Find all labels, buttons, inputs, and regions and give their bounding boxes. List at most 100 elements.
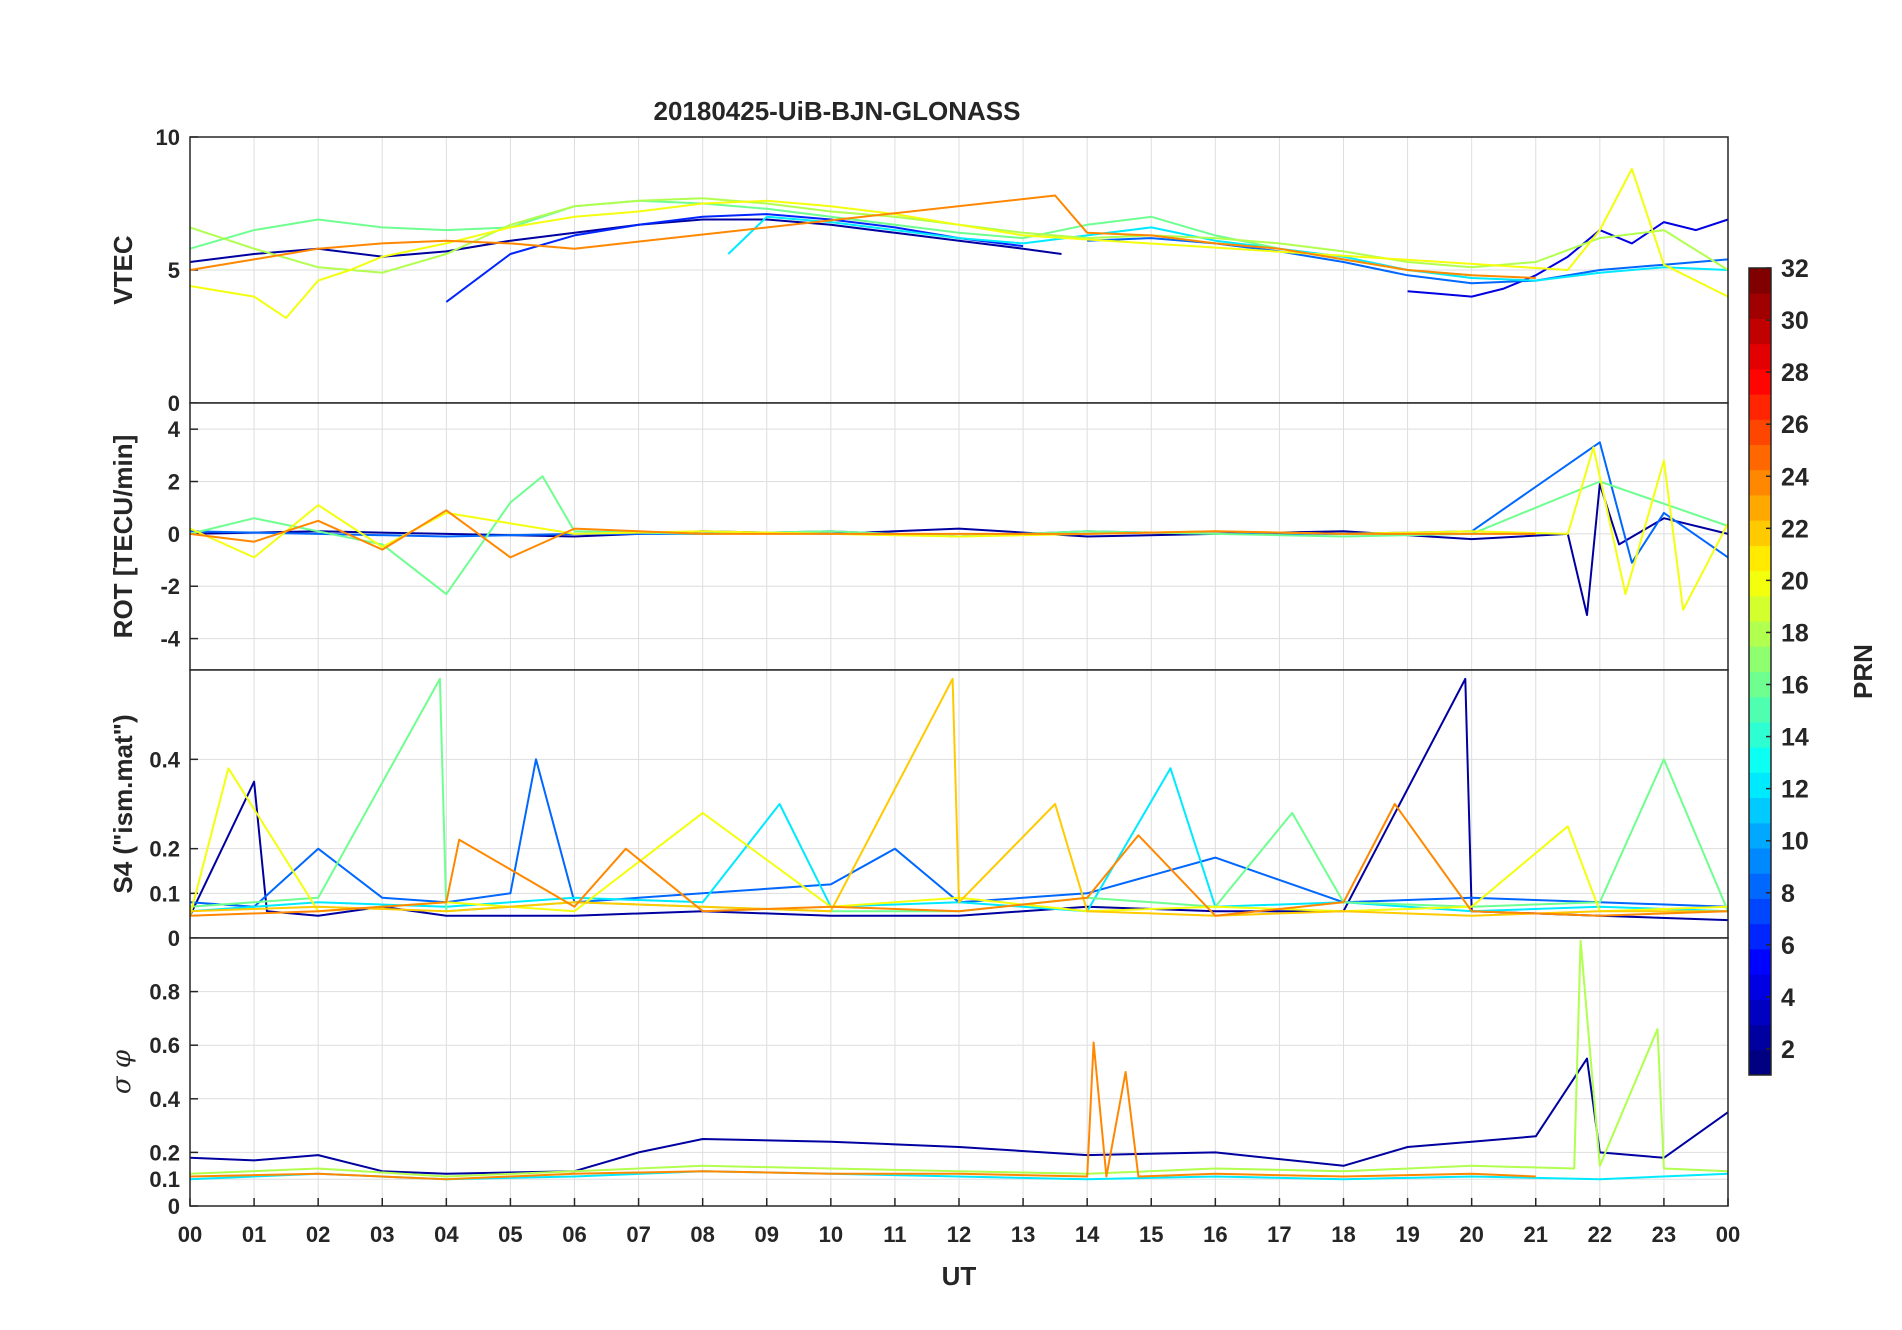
y-tick-label: 2 [168, 470, 180, 495]
colorbar-segment [1749, 621, 1771, 647]
colorbar-tick-label: 18 [1781, 619, 1809, 647]
colorbar-segment [1749, 797, 1771, 824]
colorbar-tick-label: 10 [1781, 828, 1809, 856]
x-tick-label: 02 [306, 1222, 330, 1247]
panel-sigma_phi: 00.10.2 0.4 0.6 0.8 σ φ [107, 937, 1729, 1219]
colorbar-segment [1749, 822, 1771, 849]
y-tick-label: 5 [168, 258, 180, 283]
y-axis-label: ROT [TECU/min] [108, 435, 138, 639]
y-tick-label: 0.2 [149, 1140, 180, 1165]
colorbar-segment [1749, 696, 1771, 723]
series-line-prn-8 [189, 758, 1729, 908]
series-line-prn-24 [189, 509, 1536, 559]
x-tick-label: 21 [1524, 1222, 1548, 1247]
colorbar-segment [1749, 747, 1771, 773]
colorbar-tick-label: 30 [1781, 307, 1809, 335]
colorbar-frame [1748, 267, 1772, 1076]
colorbar-tick-label: 26 [1781, 411, 1809, 439]
panel-vtec: 0 5 10 VTEC [108, 125, 1729, 416]
colorbar-segment [1749, 646, 1771, 672]
x-tick-label: 01 [242, 1222, 266, 1247]
x-tick-label: 12 [947, 1222, 971, 1247]
series-line-prn-18 [189, 939, 1729, 1178]
y-axis-label: VTEC [108, 235, 138, 305]
x-tick-label: 15 [1139, 1222, 1163, 1247]
x-tick-label: 05 [498, 1222, 522, 1247]
x-tick-label: 07 [626, 1222, 650, 1247]
colorbar-segment [1749, 520, 1771, 546]
colorbar-segment [1749, 671, 1771, 698]
x-tick-label: 22 [1588, 1222, 1612, 1247]
x-tick-label: 03 [370, 1222, 394, 1247]
colorbar-tick-label: 2 [1781, 1036, 1795, 1064]
series-line-prn-6 [445, 213, 1024, 303]
x-tick-label: 23 [1652, 1222, 1676, 1247]
colorbar-segment [1749, 394, 1771, 420]
colorbar-label: PRN [1848, 644, 1878, 699]
colorbar-segment [1749, 948, 1771, 975]
y-tick-label: 0.8 [149, 980, 180, 1005]
colorbar-tick-label: 24 [1781, 463, 1809, 491]
colorbar-segment [1749, 444, 1771, 471]
colorbar-tick-label: 22 [1781, 515, 1809, 543]
x-tick-label: 00 [1716, 1222, 1740, 1247]
colorbar-segment [1749, 343, 1771, 370]
y-tick-label: 0 [168, 522, 180, 547]
x-tick-label: 00 [178, 1222, 202, 1247]
colorbar-segment [1749, 368, 1771, 395]
chart-title: 20180425-UiB-BJN-GLONASS [653, 96, 1020, 126]
series-line-prn-24 [189, 803, 1729, 917]
colorbar-segment [1749, 772, 1771, 799]
colorbar-segment [1749, 999, 1771, 1026]
x-tick-label: 17 [1267, 1222, 1291, 1247]
colorbar-segment [1749, 545, 1771, 572]
colorbar-segment [1749, 923, 1771, 950]
y-tick-label: 4 [168, 417, 181, 442]
series-line-prn-20 [189, 167, 1729, 319]
colorbar-segment [1749, 848, 1771, 874]
colorbar-segment [1749, 570, 1771, 597]
y-axis-label: σ φ [107, 1049, 137, 1094]
x-tick-label: 11 [883, 1222, 906, 1247]
colorbar-segment [1749, 293, 1771, 319]
y-tick-label: 0.1 [149, 1167, 180, 1192]
colorbar-segment [1749, 1024, 1771, 1051]
colorbar-segment [1749, 268, 1771, 294]
x-tick-label: 19 [1395, 1222, 1419, 1247]
y-tick-label: 0.6 [149, 1033, 180, 1058]
colorbar-tick-label: 8 [1781, 880, 1795, 908]
x-tick-label: 13 [1011, 1222, 1035, 1247]
y-tick-label: 0.4 [149, 1087, 180, 1112]
colorbar-tick-label: 28 [1781, 359, 1809, 387]
series-line-prn-2 [189, 1057, 1729, 1175]
colorbar-segment [1749, 318, 1771, 345]
x-tick-label: 14 [1075, 1222, 1100, 1247]
x-tick-label: 18 [1331, 1222, 1355, 1247]
x-axis-label: UT [942, 1261, 977, 1291]
y-axis-label: S4 ("ism.mat") [108, 714, 138, 893]
y-tick-label: 0 [168, 926, 180, 951]
colorbar-tick-label: 6 [1781, 932, 1795, 960]
y-tick-label: 0 [168, 391, 180, 416]
colorbar-segment [1749, 419, 1771, 446]
x-tick-label: 16 [1203, 1222, 1227, 1247]
y-tick-label: 0 [168, 1194, 180, 1219]
x-tick-label: 08 [690, 1222, 714, 1247]
x-tick-label: 20 [1459, 1222, 1483, 1247]
colorbar-segment [1749, 1049, 1771, 1076]
x-tick-label: 09 [755, 1222, 779, 1247]
y-tick-label: -2 [160, 574, 180, 599]
x-tick-label: 06 [562, 1222, 586, 1247]
series-line-prn-24 [189, 1041, 1536, 1181]
x-tick-label: 10 [819, 1222, 843, 1247]
panel-s4: 0 0.1 0.2 0.4 S4 ("ism.mat") [108, 669, 1729, 951]
series-line-prn-4 [1407, 218, 1729, 298]
colorbar-tick-label: 16 [1781, 672, 1809, 700]
series-line-prn-12 [727, 215, 1729, 282]
y-tick-label: 10 [156, 125, 180, 150]
colorbar-tick-label: 20 [1781, 567, 1809, 595]
colorbar-segment [1749, 595, 1771, 622]
